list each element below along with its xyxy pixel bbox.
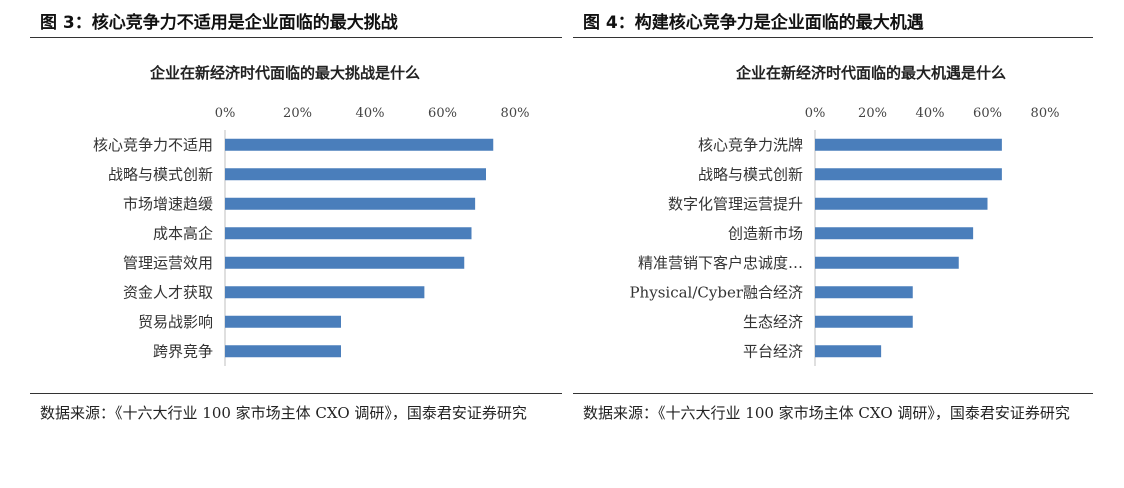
challenge-tick-label: 80%: [501, 106, 530, 121]
opportunity-bar: [815, 286, 913, 299]
challenge-tick-label: 40%: [356, 106, 385, 121]
challenge-bar: [225, 168, 486, 181]
figure-4-title-rule: [573, 37, 1093, 38]
opportunity-category-label: 生态经济: [743, 313, 803, 331]
challenge-chart-title: 企业在新经济时代面临的最大挑战是什么: [149, 64, 420, 82]
opportunity-chart-title: 企业在新经济时代面临的最大机遇是什么: [735, 64, 1006, 82]
figure-4-source-rule: [573, 393, 1093, 394]
challenge-category-label: 资金人才获取: [123, 283, 213, 301]
opportunity-bar: [815, 256, 959, 269]
challenge-bar: [225, 256, 465, 269]
challenge-bar: [225, 315, 341, 328]
opportunity-bar: [815, 345, 882, 358]
opportunity-tick-label: 40%: [916, 106, 945, 121]
challenge-bar: [225, 227, 472, 240]
opportunity-tick-label: 0%: [805, 106, 826, 121]
challenge-category-label: 成本高企: [153, 224, 213, 242]
challenge-tick-label: 20%: [283, 106, 312, 121]
opportunity-bar: [815, 227, 974, 240]
opportunity-bar: [815, 315, 913, 328]
challenge-category-label: 贸易战影响: [138, 313, 213, 331]
challenge-bar: [225, 197, 476, 210]
opportunity-bar: [815, 168, 1002, 181]
opportunity-category-label: 战略与模式创新: [698, 165, 803, 183]
figure-3-source: 数据来源：《十六大行业 100 家市场主体 CXO 调研》，国泰君安证券研究: [40, 404, 527, 422]
challenge-category-label: 管理运营效用: [123, 254, 213, 272]
figure-4-title: 图 4：构建核心竞争力是企业面临的最大机遇: [583, 13, 924, 33]
figure-3-source-rule: [30, 393, 562, 394]
opportunity-category-label: Physical/Cyber融合经济: [629, 283, 803, 301]
challenge-category-label: 核心竞争力不适用: [93, 136, 213, 154]
figure-3-title: 图 3：核心竞争力不适用是企业面临的最大挑战: [40, 13, 398, 33]
chart-challenges: 企业在新经济时代面临的最大挑战是什么 0% 20% 40% 60% 80% 核心竞争力不适用…: [93, 64, 530, 366]
challenge-tick-label: 60%: [428, 106, 457, 121]
challenge-category-label: 跨界竞争: [153, 342, 213, 360]
challenge-bar: [225, 286, 425, 299]
opportunity-tick-label: 20%: [858, 106, 887, 121]
opportunity-category-label: 创造新市场: [728, 224, 803, 242]
opportunity-category-label: 精准营销下客户忠诚度…: [638, 254, 803, 272]
opportunity-tick-label: 80%: [1031, 106, 1060, 121]
opportunity-bar: [815, 138, 1002, 151]
opportunity-category-label: 核心竞争力洗牌: [698, 136, 803, 154]
challenge-category-label: 市场增速趋缓: [123, 195, 213, 213]
figure-3-title-rule: [30, 37, 562, 38]
challenge-tick-label: 0%: [215, 106, 236, 121]
opportunity-bar: [815, 197, 988, 210]
opportunity-category-label: 数字化管理运营提升: [668, 195, 803, 213]
challenge-bar: [225, 345, 341, 358]
challenge-bar: [225, 138, 494, 151]
challenge-category-label: 战略与模式创新: [108, 165, 213, 183]
chart-opportunities: 企业在新经济时代面临的最大机遇是什么 0% 20% 40% 60% 80% 核心竞争力洗牌战…: [629, 64, 1060, 366]
figure-4-source: 数据来源：《十六大行业 100 家市场主体 CXO 调研》，国泰君安证券研究: [583, 404, 1070, 422]
opportunity-category-label: 平台经济: [743, 342, 803, 360]
opportunity-tick-label: 60%: [973, 106, 1002, 121]
